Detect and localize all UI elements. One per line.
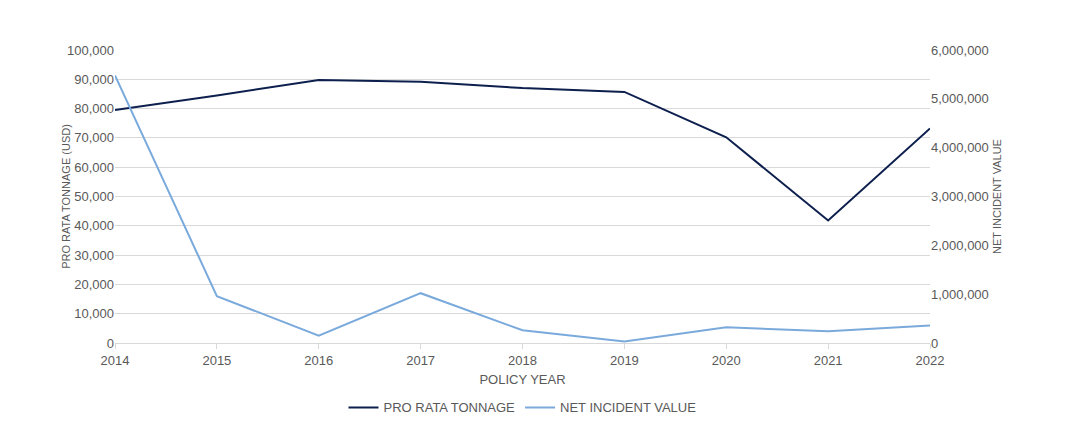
- svg-text:70,000: 70,000: [74, 130, 114, 145]
- svg-text:0: 0: [931, 336, 938, 351]
- svg-text:0: 0: [107, 336, 114, 351]
- svg-text:60,000: 60,000: [74, 160, 114, 175]
- svg-text:2017: 2017: [406, 353, 435, 368]
- svg-text:100,000: 100,000: [67, 43, 114, 58]
- svg-text:6,000,000: 6,000,000: [931, 43, 989, 58]
- svg-text:2022: 2022: [916, 353, 945, 368]
- svg-text:2019: 2019: [610, 353, 639, 368]
- svg-text:1,000,000: 1,000,000: [931, 287, 989, 302]
- svg-text:80,000: 80,000: [74, 101, 114, 116]
- svg-text:40,000: 40,000: [74, 218, 114, 233]
- svg-text:4,000,000: 4,000,000: [931, 140, 989, 155]
- svg-text:50,000: 50,000: [74, 189, 114, 204]
- svg-text:PRO RATA TONNAGE: PRO RATA TONNAGE: [384, 400, 516, 415]
- svg-text:2015: 2015: [202, 353, 231, 368]
- svg-text:3,000,000: 3,000,000: [931, 189, 989, 204]
- svg-text:2016: 2016: [304, 353, 333, 368]
- svg-text:30,000: 30,000: [74, 248, 114, 263]
- svg-text:20,000: 20,000: [74, 277, 114, 292]
- svg-text:NET INCIDENT VALUE: NET INCIDENT VALUE: [991, 139, 1003, 254]
- svg-text:2020: 2020: [712, 353, 741, 368]
- svg-text:PRO RATA TONNAGE (USD): PRO RATA TONNAGE (USD): [60, 124, 72, 269]
- svg-text:NET INCIDENT VALUE: NET INCIDENT VALUE: [560, 400, 696, 415]
- svg-text:2021: 2021: [814, 353, 843, 368]
- svg-text:2014: 2014: [101, 353, 130, 368]
- svg-text:10,000: 10,000: [74, 306, 114, 321]
- svg-text:2018: 2018: [508, 353, 537, 368]
- svg-text:5,000,000: 5,000,000: [931, 91, 989, 106]
- svg-text:POLICY YEAR: POLICY YEAR: [479, 372, 565, 387]
- svg-text:2,000,000: 2,000,000: [931, 238, 989, 253]
- svg-text:90,000: 90,000: [74, 72, 114, 87]
